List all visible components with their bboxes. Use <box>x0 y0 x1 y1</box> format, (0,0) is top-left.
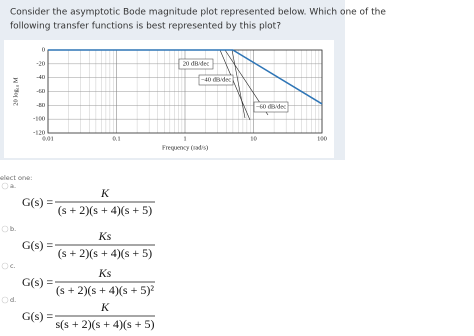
x-axis-label: Frequency (rad/s) <box>162 144 208 151</box>
radio-button[interactable] <box>1 182 9 190</box>
question-text: Consider the asymptotic Bode magnitude p… <box>10 8 386 18</box>
y-tick-label: -80 <box>36 102 45 109</box>
x-tick-label: 1 <box>183 135 186 142</box>
select-label: elect one: <box>0 174 32 182</box>
option-numerator: Ks <box>98 266 112 280</box>
slope-guide <box>219 49 251 121</box>
y-tick-label: -60 <box>36 88 45 95</box>
option-numerator: K <box>100 186 110 200</box>
radio-button[interactable] <box>1 262 9 270</box>
option-letter: c. <box>10 262 16 270</box>
y-axis-label: 20 log₁₀ M <box>12 77 19 106</box>
option-lhs: G(s) = <box>22 238 53 252</box>
y-tick-label: -120 <box>33 129 45 136</box>
x-tick-label: 100 <box>317 135 327 142</box>
slope-guide <box>231 49 246 119</box>
magnitude-line <box>48 49 323 105</box>
x-tick-label: 0.1 <box>112 135 120 142</box>
option-letter: a. <box>10 182 16 190</box>
radio-button[interactable] <box>1 296 9 304</box>
annotation-box <box>198 74 234 86</box>
annotation: 20 dB/dec <box>183 60 210 67</box>
annotation-box <box>253 101 289 113</box>
y-tick-label: -20 <box>36 60 45 67</box>
annotation: −40 dB/dec <box>201 76 231 83</box>
annotation-box <box>178 58 214 70</box>
y-tick-label: -100 <box>33 116 45 123</box>
x-tick-label: 0.01 <box>42 135 53 142</box>
question-text: following transfer functions is best rep… <box>10 22 281 32</box>
y-tick-label: 0 <box>42 46 45 53</box>
option-lhs: G(s) = <box>22 275 53 289</box>
option-denominator: (s + 2)(s + 4)(s + 5) <box>58 203 152 217</box>
option-letter: b. <box>10 225 16 233</box>
option-denominator: (s + 2)(s + 4)(s + 5) <box>58 246 152 260</box>
option-numerator: Ks <box>98 229 112 243</box>
option-denominator: (s + 2)(s + 4)(s + 5)² <box>56 283 154 297</box>
y-tick-label: -40 <box>36 74 45 81</box>
option-denominator: s(s + 2)(s + 4)(s + 5) <box>56 317 155 331</box>
radio-button[interactable] <box>1 225 9 233</box>
option-lhs: G(s) = <box>22 309 53 323</box>
option-lhs: G(s) = <box>22 195 53 209</box>
x-tick-label: 10 <box>250 135 257 142</box>
annotation: −60 dB/dec <box>256 103 286 110</box>
option-letter: d. <box>10 296 16 304</box>
plot-panel <box>4 40 334 158</box>
option-numerator: K <box>100 300 110 314</box>
